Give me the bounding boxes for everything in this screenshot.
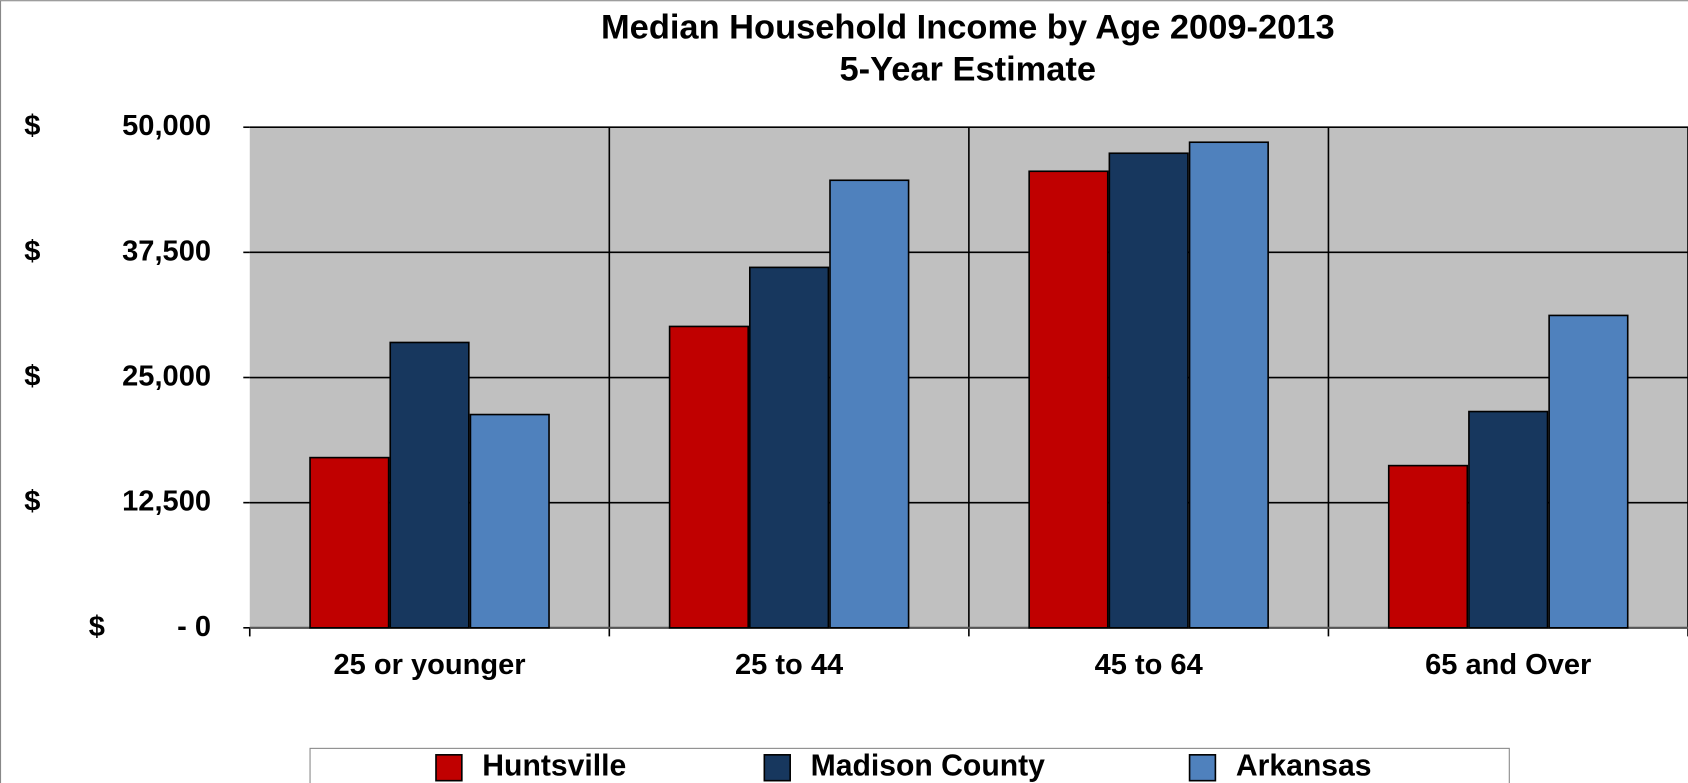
y-tick-label: $ - 0 (89, 610, 211, 642)
x-tick-label: 25 or younger (333, 649, 525, 681)
bar (389, 341, 470, 629)
x-tick-label: 45 to 64 (1095, 649, 1203, 681)
bar (1188, 141, 1269, 629)
bar (309, 456, 390, 629)
legend-label: Huntsville (482, 750, 626, 783)
legend-box (309, 747, 1510, 783)
bar (748, 266, 830, 629)
legend-swatch (435, 754, 463, 782)
bar (668, 325, 749, 629)
bar (1468, 410, 1549, 629)
y-tick-label: $25,000 (24, 360, 211, 392)
x-tick-label: 65 and Over (1425, 649, 1591, 681)
y-tick-label: $12,500 (24, 485, 211, 517)
legend-label: Madison County (811, 750, 1046, 783)
legend-swatch (763, 754, 791, 782)
x-tick-label: 25 to 44 (735, 649, 843, 681)
y-tick-label: $50,000 (24, 110, 211, 142)
legend-swatch (1188, 754, 1217, 782)
chart-title: Median Household Income by Age 2009-2013 (601, 8, 1335, 46)
chart-subtitle: 5-Year Estimate (840, 50, 1097, 88)
bar (1548, 314, 1629, 629)
legend-label: Arkansas (1236, 750, 1372, 783)
bar (829, 179, 910, 629)
bar (1108, 152, 1189, 629)
bar (1028, 170, 1109, 629)
y-tick-label: $37,500 (24, 235, 211, 267)
bar (469, 413, 550, 629)
bar (1387, 464, 1469, 629)
